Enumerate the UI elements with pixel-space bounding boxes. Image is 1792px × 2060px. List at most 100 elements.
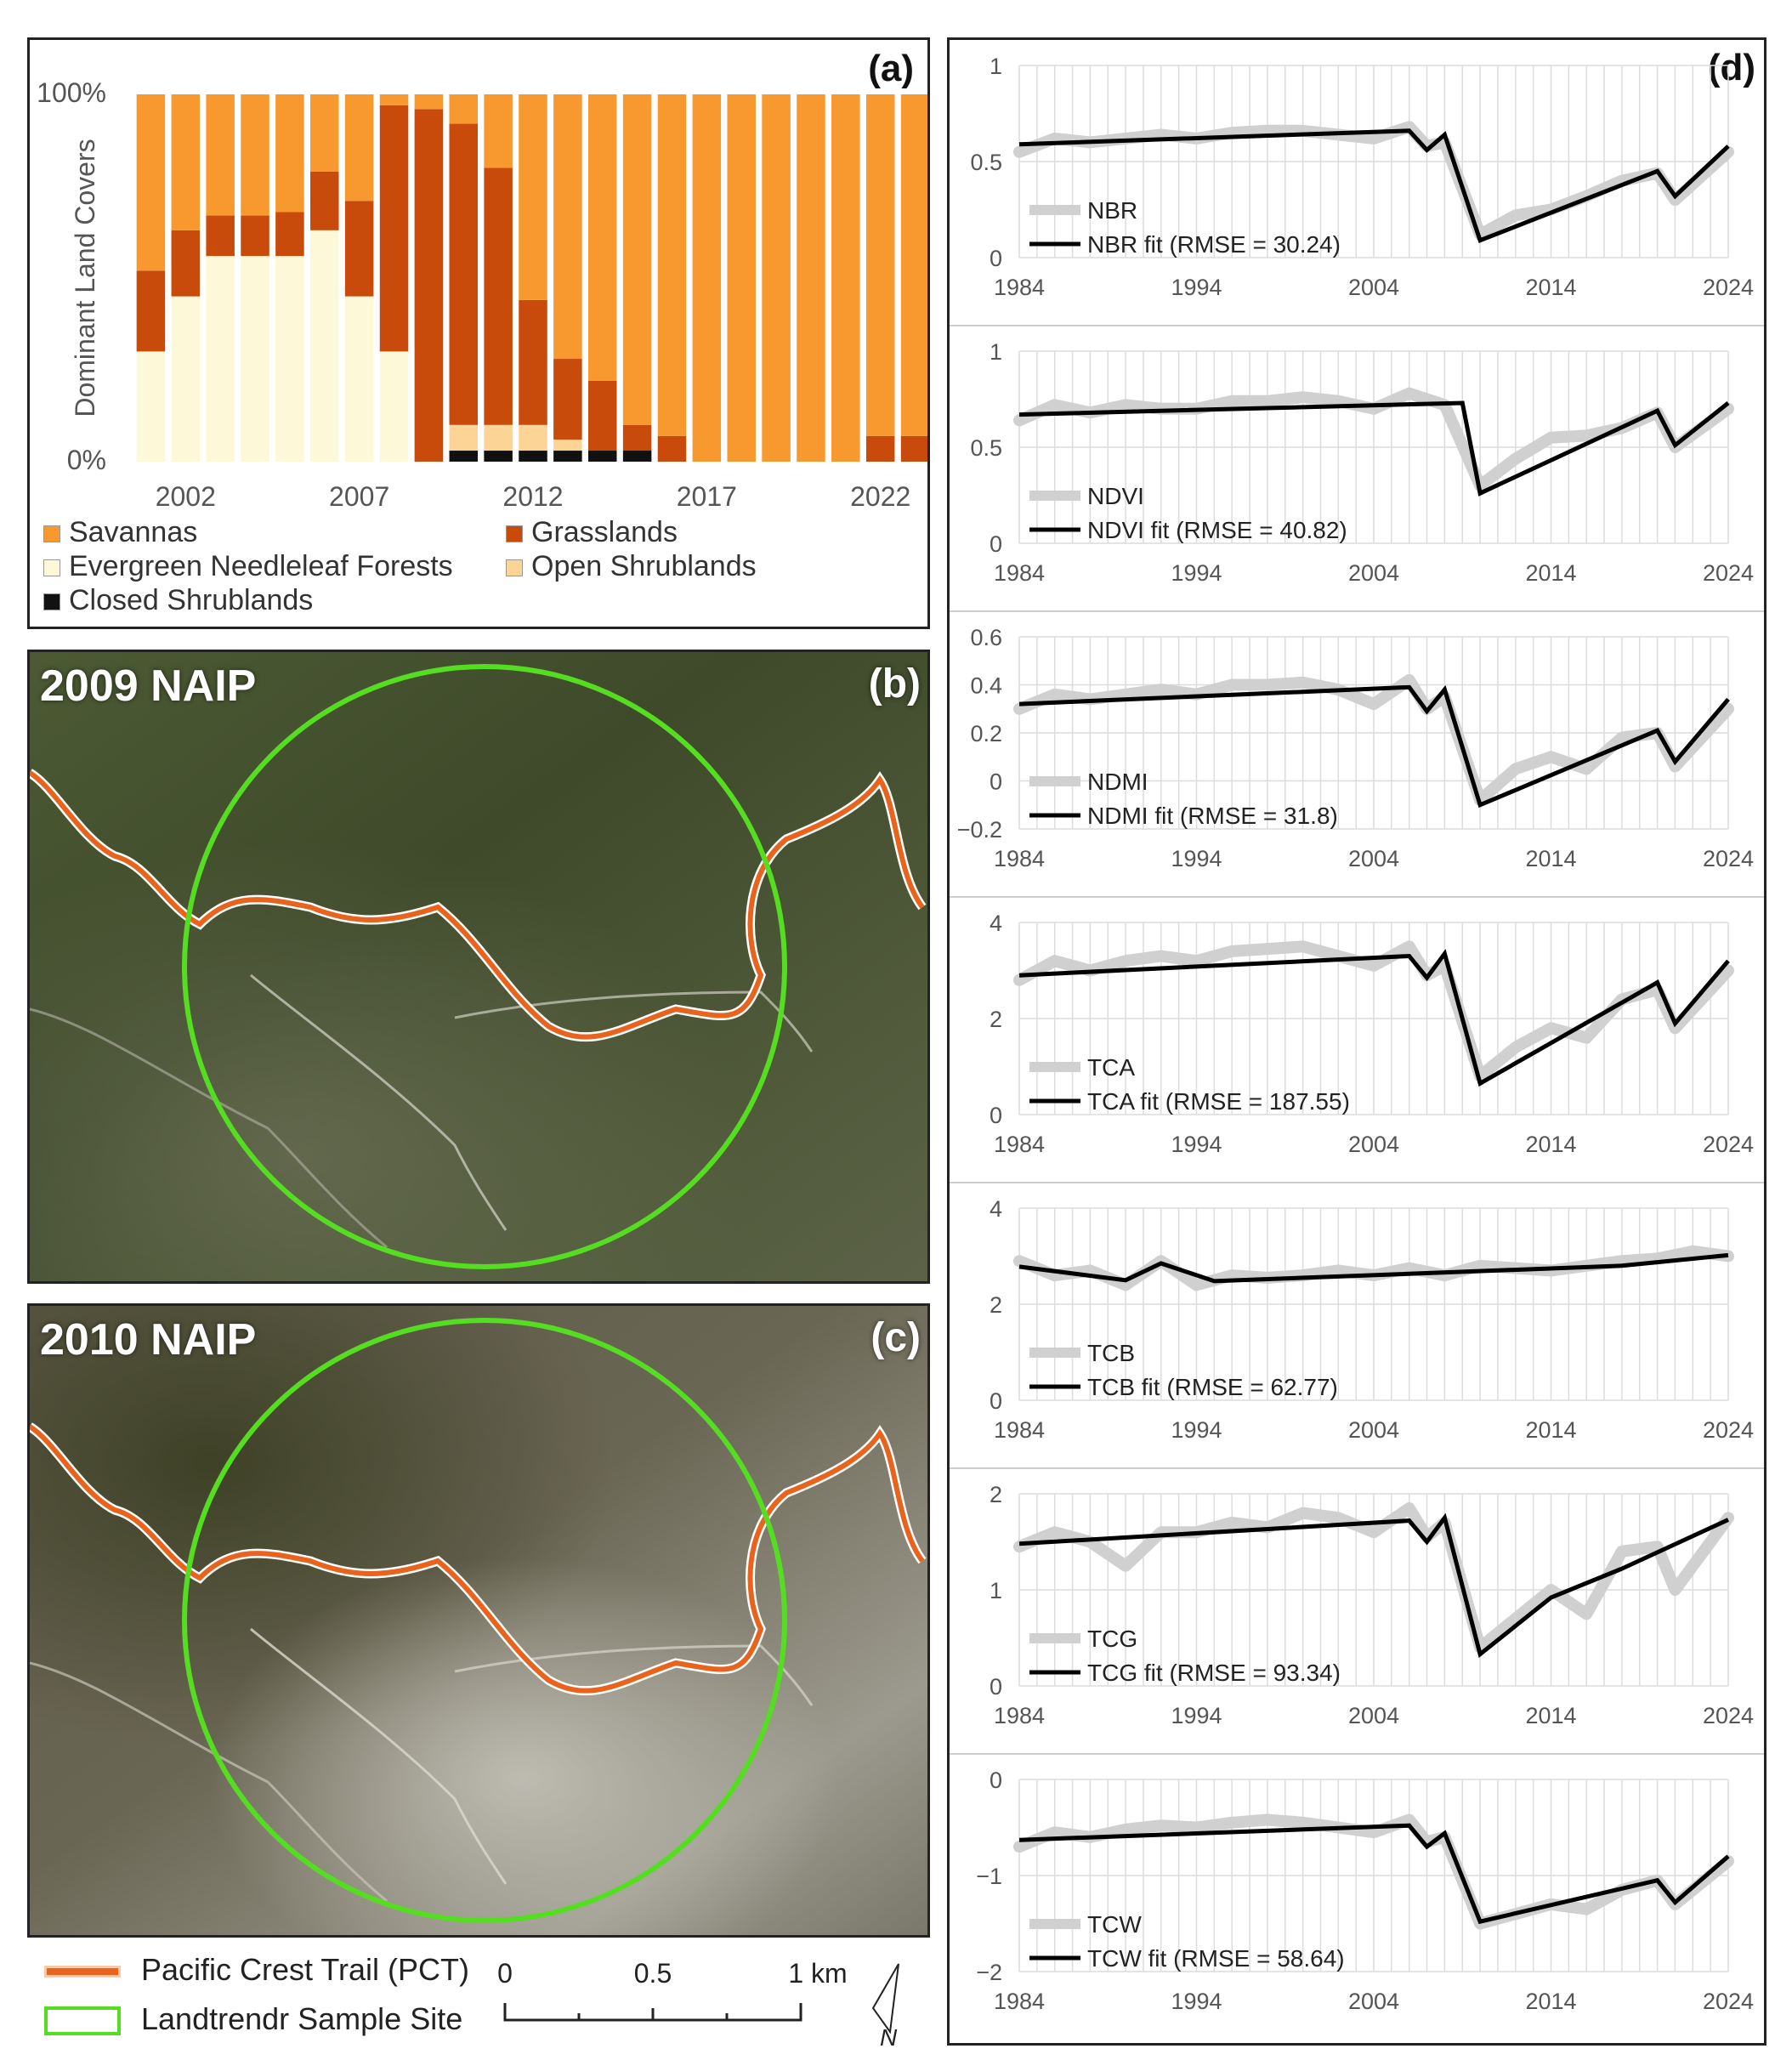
- panel-d-tag: (d): [1707, 47, 1755, 88]
- legend-label-fit: TCA fit (RMSE = 187.55): [1087, 1088, 1350, 1115]
- bar-segment-savannas: [865, 94, 895, 436]
- index-chart-tcb: 0 2 4 1984 1994 2004 2014 2024 TCB TCB fit (RMSE …: [950, 1182, 1764, 1443]
- y-tick-label: 0: [990, 531, 1002, 557]
- bar-segment-grasslands: [900, 435, 927, 462]
- aerial-photo-2009: [30, 652, 927, 1281]
- y-tick-label: 0: [990, 1768, 1002, 1793]
- y-tick-label: 4: [990, 1196, 1002, 1222]
- bar-segment-closed_shrub: [622, 451, 652, 462]
- bar-segment-grasslands: [587, 380, 617, 451]
- site-label: Landtrendr Sample Site: [141, 2001, 463, 2036]
- legend-swatch: [506, 559, 523, 576]
- bar-segment-closed_shrub: [484, 451, 513, 462]
- bar-segment-savannas: [900, 94, 927, 436]
- bar-segment-evergreen: [136, 351, 166, 462]
- bar-segment-savannas: [692, 94, 722, 462]
- x-tick-label: 1984: [994, 560, 1045, 586]
- legend-label-fit: TCW fit (RMSE = 58.64): [1087, 1945, 1345, 1972]
- y-tick-label: 0: [990, 1103, 1002, 1128]
- legend-swatch: [43, 593, 60, 610]
- x-tick-label: 1984: [994, 1417, 1045, 1443]
- y-tick-label: 0.6: [970, 625, 1002, 650]
- scale-bar: 0 0.5 1 km: [497, 1958, 848, 2022]
- bar-segment-savannas: [171, 94, 201, 230]
- bar-segment-evergreen: [310, 230, 339, 462]
- y-tick-label: 4: [990, 911, 1002, 936]
- legend-label: Closed Shrublands: [69, 584, 314, 616]
- legend-label-fit: NDVI fit (RMSE = 40.82): [1087, 517, 1347, 543]
- bar-segment-grasslands: [379, 105, 409, 352]
- x-tick-label: 2024: [1703, 560, 1754, 586]
- x-tick-label: 1984: [994, 1989, 1045, 2014]
- legend-label: Evergreen Needleleaf Forests: [69, 550, 453, 582]
- bar-segment-savannas: [587, 94, 617, 381]
- index-chart-tcw: −2 −1 0 1984 1994 2004 2014 2024 TCW TCW fit (RMS…: [950, 1753, 1764, 2014]
- bar-segment-evergreen: [171, 296, 201, 462]
- legend-label-observed: TCW: [1087, 1911, 1142, 1938]
- panel-b-tag: (b): [868, 661, 921, 707]
- legend-label-observed: NDVI: [1087, 483, 1144, 509]
- bar-segment-evergreen: [275, 256, 304, 462]
- x-tick-label: 2014: [1525, 1989, 1576, 2014]
- legend-item-closed_shrub: Closed Shrublands: [43, 584, 313, 617]
- fit-series-line: [1018, 1252, 1729, 1284]
- x-tick-label: 2004: [1348, 1989, 1399, 2014]
- x-tick-label: 2014: [1525, 846, 1576, 871]
- y-tick-label: −1: [976, 1864, 1002, 1889]
- bar-segment-open_shrub: [553, 440, 582, 451]
- legend-label-observed: TCA: [1087, 1054, 1135, 1081]
- bar-segment-grasslands: [275, 212, 304, 257]
- aerial-photo-2010: [30, 1306, 927, 1935]
- bar-segment-grasslands: [310, 171, 339, 230]
- legend-label-fit: TCB fit (RMSE = 62.77): [1087, 1374, 1338, 1400]
- x-tick-label: 2004: [1348, 846, 1399, 871]
- panel-d: (d) 0 0.5 1 1984 1994 2004 2014 2024 NBR NBR fit …: [947, 37, 1766, 2046]
- legend-label-observed: TCG: [1087, 1626, 1137, 1652]
- bar-segment-closed_shrub: [553, 451, 582, 462]
- x-tick-label: 1984: [994, 846, 1045, 871]
- panel-b: 2009 NAIP (b): [27, 650, 930, 1284]
- bar-group: [136, 94, 927, 462]
- bar-segment-closed_shrub: [449, 451, 479, 462]
- legend-label-fit: NBR fit (RMSE = 30.24): [1087, 231, 1341, 258]
- bar-segment-savannas: [727, 94, 756, 462]
- legend-swatch: [43, 525, 60, 542]
- y-tick-label: 0.4: [970, 673, 1002, 699]
- panel-c: 2010 NAIP (c): [27, 1303, 930, 1938]
- bar-segment-grasslands: [553, 359, 582, 440]
- x-tick-label: 2014: [1525, 560, 1576, 586]
- x-tick-label: 2024: [1703, 1417, 1754, 1443]
- y-tick-bottom: 0%: [67, 445, 106, 475]
- bar-segment-grasslands: [622, 424, 652, 451]
- x-tick-label: 1994: [1171, 846, 1222, 871]
- index-chart-nbr: 0 0.5 1 1984 1994 2004 2014 2024 NBR NBR fit (RMS…: [970, 54, 1754, 300]
- bar-segment-closed_shrub: [587, 451, 617, 462]
- x-tick-label: 2014: [1525, 1132, 1576, 1157]
- bar-segment-closed_shrub: [519, 451, 547, 462]
- bar-segment-grasslands: [657, 435, 687, 462]
- index-chart-tca: 0 2 4 1984 1994 2004 2014 2024 TCA TCA fit (RMSE …: [950, 896, 1764, 1157]
- legend-item-savannas: Savannas: [43, 516, 197, 549]
- x-tick-label: 2004: [1348, 1132, 1399, 1157]
- x-tick-label: 2004: [1348, 1417, 1399, 1443]
- bar-segment-open_shrub: [484, 424, 513, 451]
- x-tick-label: 2022: [850, 481, 910, 512]
- y-tick-label: 2: [990, 1007, 1002, 1032]
- site-legend-item: Landtrendr Sample Site: [44, 2001, 462, 2037]
- legend-label: Savannas: [69, 516, 198, 548]
- y-tick-label: 0: [990, 1674, 1002, 1700]
- bar-segment-grasslands: [136, 270, 166, 352]
- bar-segment-grasslands: [449, 123, 479, 425]
- y-tick-label: 2: [990, 1292, 1002, 1318]
- bar-segment-grasslands: [865, 435, 895, 462]
- bar-segment-savannas: [275, 94, 304, 213]
- x-tick-label: 1984: [994, 1703, 1045, 1728]
- x-tick-label: 2014: [1525, 1417, 1576, 1443]
- index-chart-ndvi: 0 0.5 1 1984 1994 2004 2014 2024 NDVI NDVI fit (R…: [950, 325, 1764, 586]
- fit-series-line: [1018, 949, 1730, 1087]
- bar-segment-savannas: [206, 94, 235, 216]
- bar-segment-savannas: [310, 94, 339, 172]
- bar-segment-open_shrub: [519, 424, 547, 451]
- x-tick-label: 1984: [994, 275, 1045, 300]
- legend-swatch: [506, 525, 523, 542]
